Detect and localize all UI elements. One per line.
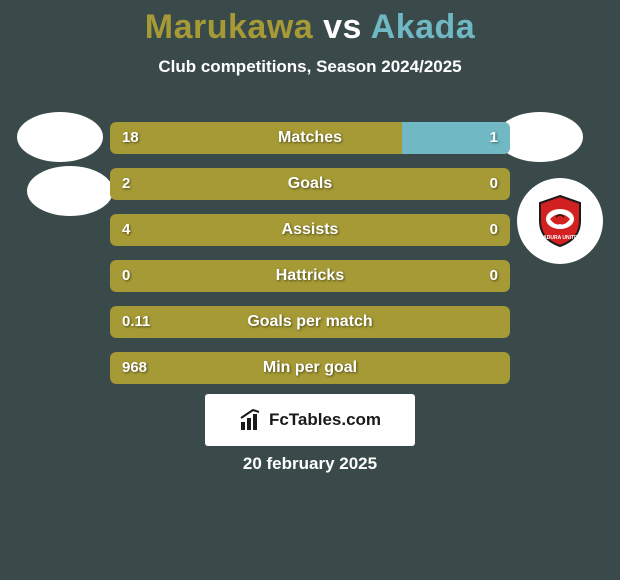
- brand-box: FcTables.com: [205, 394, 415, 446]
- player2-name: Akada: [371, 8, 476, 46]
- brand-chart-icon: [239, 408, 263, 432]
- stat-value-left: 4: [122, 214, 130, 246]
- stats-container: 18Matches12Goals04Assists00Hattricks00.1…: [110, 122, 510, 398]
- stat-value-right: 0: [490, 214, 498, 246]
- stat-label: Hattricks: [110, 260, 510, 292]
- stat-value-left: 0: [122, 260, 130, 292]
- stat-label: Assists: [110, 214, 510, 246]
- stat-row: 4Assists0: [110, 214, 510, 246]
- stat-value-left: 18: [122, 122, 139, 154]
- stat-value-right: 0: [490, 168, 498, 200]
- stat-value-right: 1: [490, 122, 498, 154]
- stat-label: Matches: [110, 122, 510, 154]
- stat-label: Min per goal: [110, 352, 510, 384]
- vs-separator: vs: [323, 8, 362, 46]
- player2-badge-2: MADURA UNITED: [517, 178, 603, 264]
- brand-text: FcTables.com: [269, 410, 381, 430]
- stat-value-right: 0: [490, 260, 498, 292]
- stat-value-left: 968: [122, 352, 147, 384]
- stat-value-left: 0.11: [122, 306, 150, 338]
- svg-text:MADURA UNITED: MADURA UNITED: [539, 235, 581, 241]
- club-crest-icon: MADURA UNITED: [530, 191, 590, 251]
- footer-date: 20 february 2025: [0, 454, 620, 474]
- subtitle: Club competitions, Season 2024/2025: [0, 57, 620, 77]
- stat-row: 2Goals0: [110, 168, 510, 200]
- player1-badge-2: [27, 166, 113, 216]
- comparison-title: Marukawa vs Akada: [0, 0, 620, 47]
- player1-badge-1: [17, 112, 103, 162]
- stat-value-left: 2: [122, 168, 130, 200]
- stat-row: 0Hattricks0: [110, 260, 510, 292]
- stat-label: Goals: [110, 168, 510, 200]
- stat-label: Goals per match: [110, 306, 510, 338]
- stat-row: 968Min per goal: [110, 352, 510, 384]
- player1-name: Marukawa: [145, 8, 313, 46]
- stat-row: 18Matches1: [110, 122, 510, 154]
- stat-row: 0.11Goals per match: [110, 306, 510, 338]
